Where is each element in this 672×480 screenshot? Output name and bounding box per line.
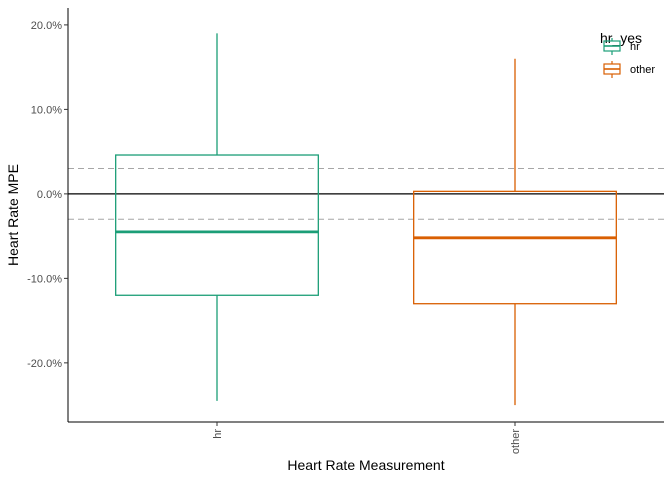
x-tick-label: hr [212, 429, 224, 439]
box-hr [115, 33, 319, 401]
box-rect-hr [115, 154, 319, 296]
legend-key-other [603, 61, 621, 78]
box-rect-other [413, 190, 617, 305]
x-tick-label: other [510, 429, 522, 454]
y-axis-title: Heart Rate MPE [5, 164, 21, 266]
y-tick-label: 10.0% [31, 104, 62, 116]
legend-title: hr_yes [600, 30, 642, 46]
legend: hr_yes hr other [600, 30, 655, 78]
legend-label-hr: hr [630, 41, 640, 53]
reference-lines [68, 168, 664, 220]
y-tick-label: -10.0% [27, 273, 62, 285]
box-other [413, 58, 617, 406]
legend-label-other: other [630, 64, 655, 76]
boxplot-series [115, 33, 617, 406]
y-tick-label: 20.0% [31, 20, 62, 32]
x-axis-title: Heart Rate Measurement [287, 457, 444, 473]
axes [67, 8, 664, 423]
y-tick-label: -20.0% [27, 358, 62, 370]
x-ticks: hr other [212, 422, 522, 454]
y-tick-label: 0.0% [37, 189, 62, 201]
legend-key-hr [603, 38, 621, 55]
y-ticks: 20.0% 10.0% 0.0% -10.0% -20.0% [27, 20, 68, 370]
